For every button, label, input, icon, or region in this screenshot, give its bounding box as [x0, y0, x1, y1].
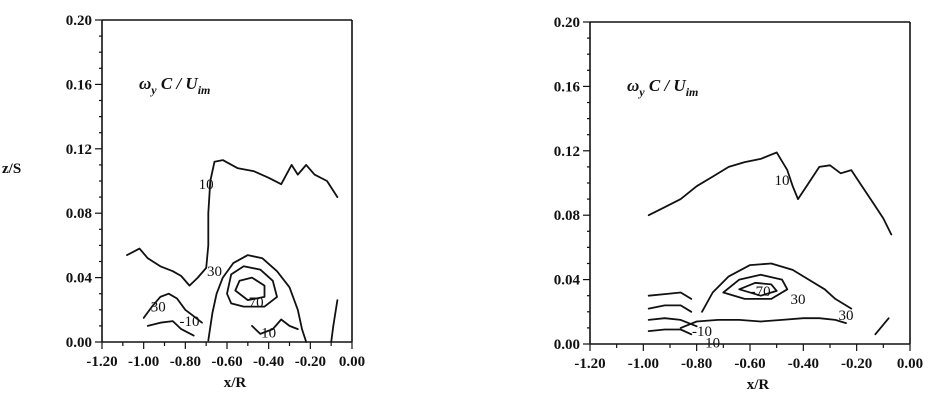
- x-axis-label: x/R: [747, 377, 770, 393]
- x-axis-label: x/R: [224, 375, 247, 391]
- x-tick-label: -1.20: [574, 356, 605, 372]
- contour-line-30: [207, 254, 308, 343]
- y-tick-label: 0.20: [66, 13, 92, 29]
- contour-label: 10: [775, 173, 790, 189]
- contour-line-50: [226, 265, 278, 308]
- contour-line-10: [251, 318, 299, 335]
- contour-line-10: [647, 328, 693, 336]
- x-tick-label: -0.20: [295, 354, 326, 370]
- y-axis-label: z/S: [2, 161, 21, 177]
- contour-line-30: [679, 317, 847, 329]
- contour-plot-right: 0.00 0.04 0.08 0.12 0.16 0.20 -1.20 -1.00 -0.80 -…: [554, 15, 923, 393]
- contour-label: -10: [180, 314, 200, 330]
- y-tick-label: 0.20: [554, 15, 580, 31]
- x-tick-label: 0.00: [897, 356, 923, 372]
- contour-label: 70: [249, 295, 264, 311]
- y-tick-label: 0.00: [66, 335, 92, 351]
- contour-line-10: [146, 320, 195, 337]
- y-tick-label: 0.00: [554, 337, 580, 353]
- chart-annotation: ωy C / Uim: [627, 76, 698, 99]
- contour-label: -10: [692, 324, 712, 340]
- x-tick-label: -0.40: [253, 354, 284, 370]
- x-tick-label: -1.00: [128, 354, 159, 370]
- contour-label: 30: [839, 308, 854, 324]
- contour-label: 10: [705, 335, 720, 351]
- contour-line-50: [722, 273, 789, 300]
- y-tick-label: 0.08: [554, 208, 580, 224]
- x-tick-label: -0.80: [681, 356, 712, 372]
- contour-line-10: [647, 304, 693, 313]
- y-tick-label: 0.16: [66, 77, 93, 93]
- y-tick-label: 0.16: [554, 79, 581, 95]
- contour-line-70: [234, 276, 266, 301]
- contour-line-30: [701, 262, 853, 313]
- x-tick-label: -0.40: [788, 356, 819, 372]
- contour-line-10: [874, 317, 890, 336]
- contour-line-10: [647, 151, 893, 236]
- x-tick-label: 0.00: [339, 354, 365, 370]
- x-tick-label: -0.60: [211, 354, 242, 370]
- contour-label: 10: [199, 177, 214, 193]
- contour-line-30: [142, 292, 203, 324]
- chart-annotation: ωy C / Uim: [139, 74, 210, 97]
- y-tick-label: 0.12: [554, 144, 580, 160]
- contour-line-10: [647, 291, 693, 300]
- x-tick-label: -0.20: [841, 356, 872, 372]
- contour-label: 30: [791, 292, 806, 308]
- contour-label: 10: [261, 325, 276, 341]
- x-tick-label: -1.20: [86, 354, 117, 370]
- x-tick-label: -0.80: [170, 354, 201, 370]
- contour-line-10: [126, 159, 339, 287]
- contour-line-10: [647, 317, 698, 328]
- y-tick-label: 0.12: [66, 142, 92, 158]
- contour-label: 30: [151, 300, 166, 316]
- contour-plot-left: 0.000.040.080.120.160.20-1.20 -1.00 -0.80-…: [2, 13, 365, 391]
- contour-line-10: [330, 299, 339, 343]
- x-tick-label: -0.60: [734, 356, 765, 372]
- contour-line-70: [738, 281, 778, 297]
- x-tick-label: -1.00: [628, 356, 659, 372]
- contour-label: -70: [751, 284, 771, 300]
- contour-label: 30: [207, 264, 222, 280]
- y-tick-label: 0.04: [66, 271, 93, 287]
- y-tick-label: 0.08: [66, 206, 92, 222]
- y-tick-label: 0.04: [554, 273, 581, 289]
